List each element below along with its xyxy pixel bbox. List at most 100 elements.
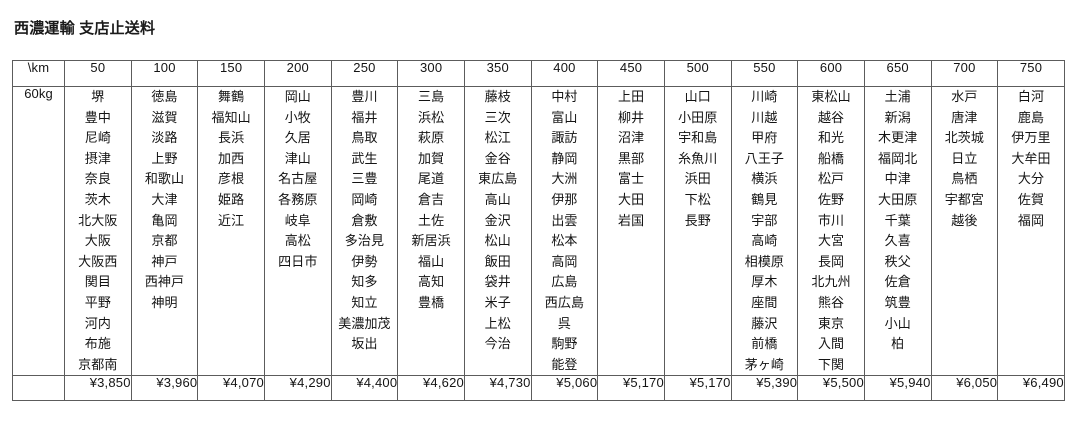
city-name: 諏訪 — [551, 130, 578, 146]
city-name: 津山 — [284, 150, 311, 166]
city-name: 上野 — [151, 150, 178, 166]
city-name: 日立 — [951, 150, 978, 166]
city-list: 三島 浜松 萩原 加賀 尾道 倉吉 土佐 新居浜 福山 高知 豊橋 — [398, 87, 464, 314]
city-cell-350: 藤枝 三次 松江 金谷 東広島 高山 金沢 松山 飯田 袋井 米子 上松 今治 — [463, 85, 532, 377]
city-name: 唐津 — [951, 109, 978, 125]
city-name: 松本 — [551, 233, 578, 249]
distance-header-200: 200 — [263, 60, 332, 87]
city-name: 淡路 — [151, 130, 178, 146]
city-name: 高岡 — [551, 253, 578, 269]
fare-table-container: \km 50 100 150 200 250 300 350 400 450 500 550 600 6… — [12, 60, 1065, 402]
distance-header-450: 450 — [597, 60, 665, 87]
city-name: 山口 — [684, 89, 711, 104]
city-name: 出雲 — [551, 212, 578, 228]
city-name: 千葉 — [884, 212, 911, 228]
city-name: 静岡 — [551, 150, 578, 166]
city-name: 尼崎 — [84, 130, 111, 146]
city-name: 知多 — [351, 274, 378, 290]
city-name: 柳井 — [617, 109, 645, 125]
price-cell-750: ¥6,490 — [997, 375, 1065, 402]
distance-header-300: 300 — [397, 60, 465, 87]
city-name: 河内 — [84, 315, 111, 331]
distance-header-50: 50 — [64, 60, 132, 87]
price-cell-500: ¥5,170 — [663, 375, 732, 402]
distance-header-250: 250 — [330, 60, 399, 87]
weight-label-60kg: 60kg — [12, 85, 65, 377]
city-name: 富山 — [551, 109, 578, 125]
shipping-fare-table: \km 50 100 150 200 250 300 350 400 450 500 550 600 6… — [12, 60, 1065, 402]
city-name: 加西 — [218, 150, 245, 166]
city-name: 水戸 — [951, 89, 978, 104]
city-name: 上田 — [617, 89, 645, 104]
city-name: 福知山 — [211, 109, 251, 125]
city-name: 京都 — [151, 233, 178, 249]
city-name: 関目 — [84, 274, 111, 290]
city-name: 徳島 — [151, 89, 178, 104]
city-cell-650: 土浦 新潟 木更津 福岡北 中津 大田原 千葉 久喜 秩父 佐倉 筑豊 小山柏 — [863, 85, 932, 377]
city-name: 筑豊 — [884, 294, 911, 310]
city-name: 小山 — [884, 315, 911, 331]
city-name: 大牟田 — [1011, 150, 1051, 166]
city-name: 各務原 — [278, 191, 318, 207]
city-name: 糸魚川 — [678, 150, 718, 166]
city-name: 秩父 — [884, 253, 911, 269]
city-name: 四日市 — [278, 253, 318, 269]
city-name: 高崎 — [751, 233, 778, 249]
city-name: 宇和島 — [678, 130, 718, 146]
city-name: 木更津 — [878, 130, 918, 146]
city-list: 堺豊中 尼崎 摂津 奈良 茨木 北大阪 大阪 大阪西 関目 平野 河内 布施 京都南 — [65, 87, 131, 375]
city-cell-600: 東松山 越谷 和光 船橋 松戸 佐野 市川 大宮 長岡 北九州 熊谷 東京 入間 下関 — [797, 85, 865, 377]
city-name: 前橋 — [751, 336, 778, 352]
distance-header-150: 150 — [197, 60, 265, 87]
city-list: 藤枝 三次 松江 金谷 東広島 高山 金沢 松山 飯田 袋井 米子 上松 今治 — [465, 87, 531, 355]
price-cell-700: ¥6,050 — [930, 375, 999, 402]
city-name: 彦根 — [218, 171, 245, 187]
distance-header-600: 600 — [797, 60, 865, 87]
city-name: 中村 — [551, 89, 578, 104]
city-name: 大分 — [1017, 171, 1045, 187]
city-name: 鳥取 — [351, 130, 378, 146]
city-name: 北茨城 — [944, 130, 985, 146]
city-name: 入間 — [817, 336, 845, 352]
city-name: 茅ヶ崎 — [744, 356, 785, 372]
city-name: 富士 — [617, 171, 645, 187]
city-list: 土浦 新潟 木更津 福岡北 中津 大田原 千葉 久喜 秩父 佐倉 筑豊 小山柏 — [865, 87, 931, 355]
city-name: 舞鶴 — [218, 89, 245, 104]
city-name: 越後 — [951, 212, 978, 228]
city-name: 下松 — [684, 191, 711, 207]
city-name: 呉 — [557, 315, 571, 331]
price-row: ¥3,850 ¥3,960 ¥4,070 ¥4,290 ¥4,400 ¥4,620 ¥4,7… — [12, 375, 1065, 402]
city-cell-500: 山口 小田原 宇和島 糸魚川 浜田 下松 長野 — [663, 85, 732, 377]
city-name: 長浜 — [218, 130, 245, 146]
city-name: 鳥栖 — [951, 171, 978, 187]
city-name: 横浜 — [751, 171, 778, 187]
city-name: 松山 — [484, 233, 511, 249]
city-name: 八王子 — [744, 150, 785, 166]
city-name: 長野 — [684, 212, 711, 228]
city-name: 大阪 — [84, 233, 111, 249]
city-cell-50: 堺豊中 尼崎 摂津 奈良 茨木 北大阪 大阪 大阪西 関目 平野 河内 布施 京都南 — [64, 85, 132, 377]
city-name: 柏 — [891, 336, 905, 352]
city-name: 船橋 — [817, 150, 845, 166]
price-cell-550: ¥5,390 — [730, 375, 799, 402]
table-body: 60kg 堺豊中 尼崎 摂津 奈良 茨木 北大阪 大阪 大阪西 関目 平野 河内 布施 京都南 徳島 滋賀淡… — [12, 85, 1065, 377]
distance-header-350: 350 — [463, 60, 532, 87]
city-list: 豊川 福井 鳥取 武生 三豊 岡崎 倉敷 多治見 伊勢 知多 知立 美濃加茂 坂出 — [332, 87, 398, 355]
city-name: 米子 — [484, 294, 511, 310]
city-row: 60kg 堺豊中 尼崎 摂津 奈良 茨木 北大阪 大阪 大阪西 関目 平野 河内 布施 京都南 徳島 滋賀淡… — [12, 85, 1065, 377]
table-footer: ¥3,850 ¥3,960 ¥4,070 ¥4,290 ¥4,400 ¥4,620 ¥4,7… — [12, 375, 1065, 402]
price-cell-300: ¥4,620 — [397, 375, 465, 402]
city-name: 多治見 — [344, 233, 385, 249]
city-cell-450: 上田 柳井 沼津 黒部 富士 大田 岩国 — [597, 85, 665, 377]
city-name: 宇部 — [751, 212, 778, 228]
city-name: 名古屋 — [278, 171, 318, 187]
city-name: 伊万里 — [1011, 130, 1051, 146]
city-name: 武生 — [351, 150, 378, 166]
city-list: 舞鶴 福知山 長浜 加西 彦根 姫路 近江 — [198, 87, 264, 231]
city-name: 摂津 — [84, 150, 111, 166]
distance-header-100: 100 — [130, 60, 199, 87]
city-name: 新潟 — [884, 109, 911, 125]
city-name: 下関 — [817, 356, 845, 372]
price-cell-200: ¥4,290 — [263, 375, 332, 402]
city-list: 川崎 川越 甲府 八王子 横浜 鶴見 宇部 高崎 相模原 厚木 座間 藤沢 前橋 茅ヶ崎 — [732, 87, 798, 375]
